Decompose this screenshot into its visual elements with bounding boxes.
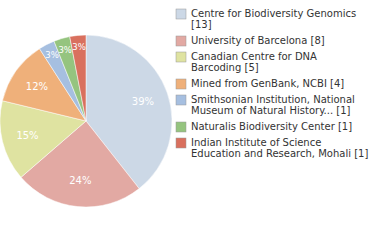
data-label: 39% <box>132 96 154 107</box>
data-labels: 39%24%15%12%3%3%3% <box>16 42 154 186</box>
legend-swatch <box>176 9 186 19</box>
data-label: 3% <box>58 45 71 55</box>
legend-swatch <box>176 79 186 89</box>
data-label: 3% <box>72 42 86 52</box>
data-label: 15% <box>16 130 38 141</box>
legend-label: Indian Institute of ScienceEducation and… <box>191 137 368 159</box>
data-label: 24% <box>69 175 91 186</box>
legend-swatch <box>176 95 186 105</box>
data-label: 12% <box>26 81 48 92</box>
legend-swatch <box>176 36 186 46</box>
legend-swatch <box>176 138 186 148</box>
legend-swatch <box>176 52 186 62</box>
legend-label: Centre for Biodiversity Genomics[13] <box>191 8 356 30</box>
legend-label: Canadian Centre for DNABarcoding [5] <box>191 51 317 73</box>
legend-swatch <box>176 122 186 132</box>
legend-label: Mined from GenBank, NCBI [4] <box>191 78 344 89</box>
legend: Centre for Biodiversity Genomics[13] Univ… <box>176 8 368 159</box>
pie <box>0 35 172 207</box>
chart: 39%24%15%12%3%3%3%Centre for Biodiversit… <box>0 0 380 240</box>
legend-label: Smithsonian Institution, NationalMuseum … <box>191 94 355 116</box>
legend-label: Naturalis Biodiversity Center [1] <box>191 121 352 132</box>
legend-label: University of Barcelona [8] <box>191 35 325 46</box>
data-label: 3% <box>45 50 59 60</box>
pie-slice <box>70 35 86 121</box>
